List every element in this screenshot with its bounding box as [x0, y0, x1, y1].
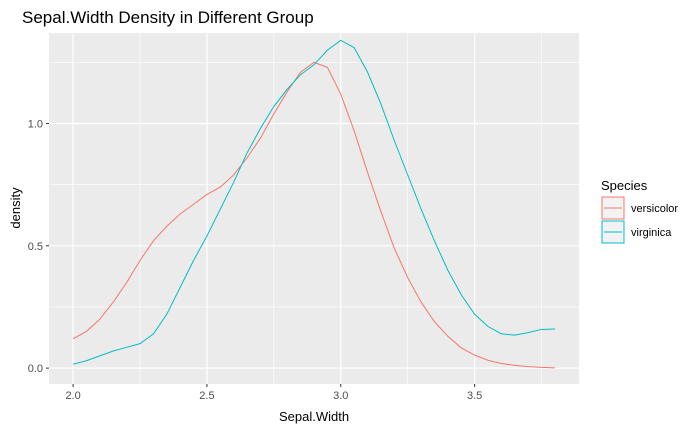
y-tick-label: 1.0 — [28, 119, 43, 131]
plot-panel — [49, 33, 579, 384]
y-axis-title: density — [8, 187, 23, 229]
chart-title: Sepal.Width Density in Different Group — [22, 8, 314, 27]
grid — [49, 33, 579, 384]
legend: Species versicolor virginica — [601, 178, 678, 244]
series-line-virginica — [72, 39, 555, 365]
x-tick-label: 2.0 — [65, 390, 80, 402]
x-tick-label: 2.5 — [199, 390, 214, 402]
series-line-versicolor — [72, 61, 555, 369]
y-tick-label: 0.0 — [28, 363, 43, 375]
series-lines — [72, 39, 555, 369]
legend-label-virginica: virginica — [631, 227, 672, 239]
x-axis-title: Sepal.Width — [279, 409, 349, 424]
x-tick-label: 3.5 — [467, 390, 482, 402]
x-tick-label: 3.0 — [333, 390, 348, 402]
legend-items: versicolor virginica — [601, 196, 678, 244]
legend-label-versicolor: versicolor — [631, 203, 678, 215]
y-tick-label: 0.5 — [28, 241, 43, 253]
legend-title: Species — [601, 178, 648, 193]
axis-ticks: 2.0 2.5 3.0 3.5 0.0 0.5 1.0 — [28, 119, 483, 402]
